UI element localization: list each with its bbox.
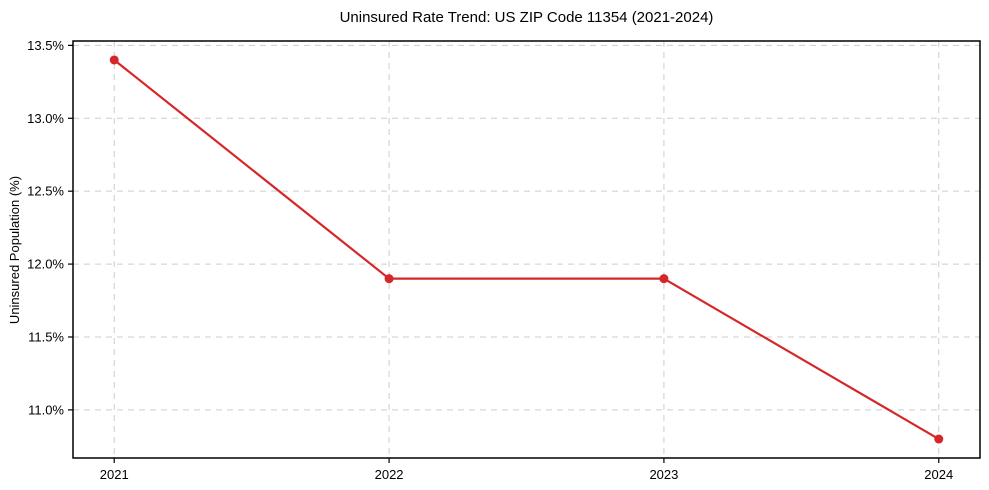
y-tick-label: 12.0% — [27, 257, 64, 272]
data-point-marker — [384, 274, 394, 284]
y-tick-label: 13.0% — [27, 111, 64, 126]
y-axis-label: Uninsured Population (%) — [7, 175, 22, 325]
x-tick-label: 2022 — [375, 467, 404, 482]
x-tick-label: 2024 — [924, 467, 953, 482]
chart-title: Uninsured Rate Trend: US ZIP Code 11354 … — [339, 9, 714, 26]
plot-border — [72, 40, 981, 459]
data-point-marker — [659, 274, 669, 284]
y-tick-label: 12.5% — [27, 184, 64, 199]
trend-line — [113, 58, 940, 441]
data-point-marker — [934, 434, 944, 444]
data-point-marker — [109, 55, 119, 65]
y-tick-label: 11.5% — [28, 329, 64, 344]
x-tick-label: 2023 — [649, 467, 678, 482]
y-tick-label: 11.0% — [28, 402, 64, 417]
x-tick-label: 2021 — [100, 467, 129, 482]
y-tick-label: 13.5% — [27, 38, 64, 53]
